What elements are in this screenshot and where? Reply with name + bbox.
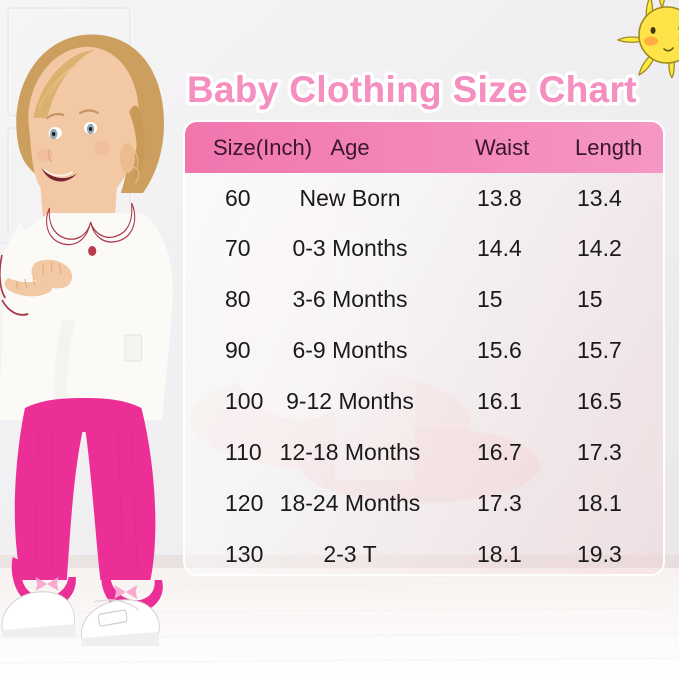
- svg-text:Baby Clothing Size Chart: Baby Clothing Size Chart: [187, 69, 637, 110]
